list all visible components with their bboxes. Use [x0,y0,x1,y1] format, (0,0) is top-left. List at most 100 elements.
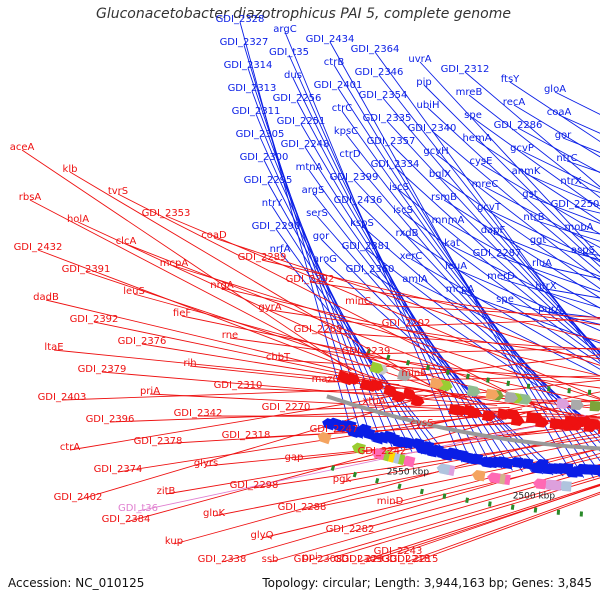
tick-mark [405,359,411,366]
gene-label: mreC [472,179,499,190]
gene-feature-299 [463,404,477,417]
gene-label: GDI_2396 [86,414,135,425]
leader-line [476,140,600,222]
leader-line [189,365,600,410]
gene-feature-266 [549,418,564,429]
leader-line [496,255,600,293]
leader-line [213,439,600,517]
gene-feature-315 [410,438,425,450]
gene-label: GDI_2378 [134,436,183,447]
gene-label: mtnA [296,162,323,173]
leader-line [137,415,587,512]
leader-line [435,153,600,281]
gene-feature-274 [525,411,540,423]
gene-feature-287 [497,408,511,420]
gene-label: GDI_2202 [382,318,431,329]
leader-line [205,426,600,467]
leader-line [413,493,600,563]
gene-label: GDI_2289 [238,252,287,263]
gene-label: argC [273,24,296,35]
gene-label: coaA [547,107,572,118]
leader-line [545,288,600,299]
tick-mark [330,465,336,471]
gene-label: rsmB [431,192,457,203]
gene-label: kup [165,536,183,547]
gene-label: ctrB [324,57,345,68]
gene-label: GDI_2436 [334,195,383,206]
gene-label: GDI_2256 [273,93,322,104]
gene-label: glnK [203,508,225,519]
gene-label: gst [522,189,538,200]
gene-label: ntrC [556,153,577,164]
gene-label: holA [67,214,89,225]
gene-label: GDI_2270 [262,402,311,413]
topology-text: Topology: circular; Length: 3,944,163 bp… [262,576,592,590]
gene-label: priA [140,386,160,397]
gene-feature-336 [351,442,366,455]
gene-feature-289 [479,456,493,468]
leader-line [427,107,600,268]
gene-label: GDI_2334 [371,159,420,170]
gene-label: GDI_2243 [374,546,423,557]
tick-mark [352,471,358,478]
gene-feature-332 [370,432,385,445]
leader-line [447,222,600,309]
gene-label: GDI_2239 [342,346,391,357]
gene-feature-275 [509,456,524,469]
gene-label: ftsY [501,74,520,85]
gene-feature-273 [519,458,534,470]
gene-label: gor [313,231,330,242]
gene-label: rne [222,330,238,341]
gene-label: GDI_2308 [294,554,343,565]
gene-label: GDI_2402 [54,492,103,503]
leader-line [221,287,600,377]
gene-feature-306 [436,463,451,475]
gene-label: leuS [123,286,145,297]
gene-label: coaD [201,230,227,241]
tick-mark [425,364,430,371]
gene-label: dus [284,70,302,81]
gene-feature-352 [336,370,351,383]
gene-labels: GDI_2328 GDI_2327 GDI_2314 GDI_2313 GDI_2311… [10,14,600,565]
gene-label: mcpA [446,284,475,295]
tick-mark [506,380,511,387]
gene-label: cysS [411,418,434,429]
gene-label: mnmA [432,215,465,226]
gene-label: clcA [116,236,137,247]
gene-label: ntrX [560,176,581,187]
tick-mark [486,377,490,383]
leader-line [165,215,600,399]
leader-line [213,237,600,366]
gene-label: minC [345,296,371,307]
gene-label: klb [63,164,78,175]
gene-label: xerC [400,251,423,262]
leader-line [390,143,600,353]
leader-line [443,199,600,299]
gene-label: recA [503,97,526,108]
gene-feature-333 [383,384,398,397]
gene-label: GDI_2295 [244,175,293,186]
gene-label: GDI_2374 [94,464,143,475]
gene-label: ctrC [332,103,353,114]
leader-line [69,390,424,451]
leader-line [61,387,412,401]
gene-feature-291 [471,469,486,482]
gene-label: GDI_2310 [214,380,263,391]
gene-label: GDI_2328 [216,14,265,25]
gene-feature-341 [369,361,384,374]
leader-line [451,245,600,320]
gene-feature-255 [570,399,584,411]
gene-label: gap [285,452,304,463]
gene-label: ssb [262,554,279,565]
tick-label: 2550 kbp [387,467,430,477]
gene-feature-292 [481,410,496,422]
leader-line [301,448,600,511]
gene-label: GDI_2364 [351,44,400,55]
leader-line [423,84,600,262]
leader-line [45,299,388,382]
gene-label: zitB [157,486,176,497]
gene-label: uvrA [408,54,431,65]
tick-mark [510,504,515,510]
gene-label: kspS [350,218,374,229]
gene-label: fieF [173,308,191,319]
